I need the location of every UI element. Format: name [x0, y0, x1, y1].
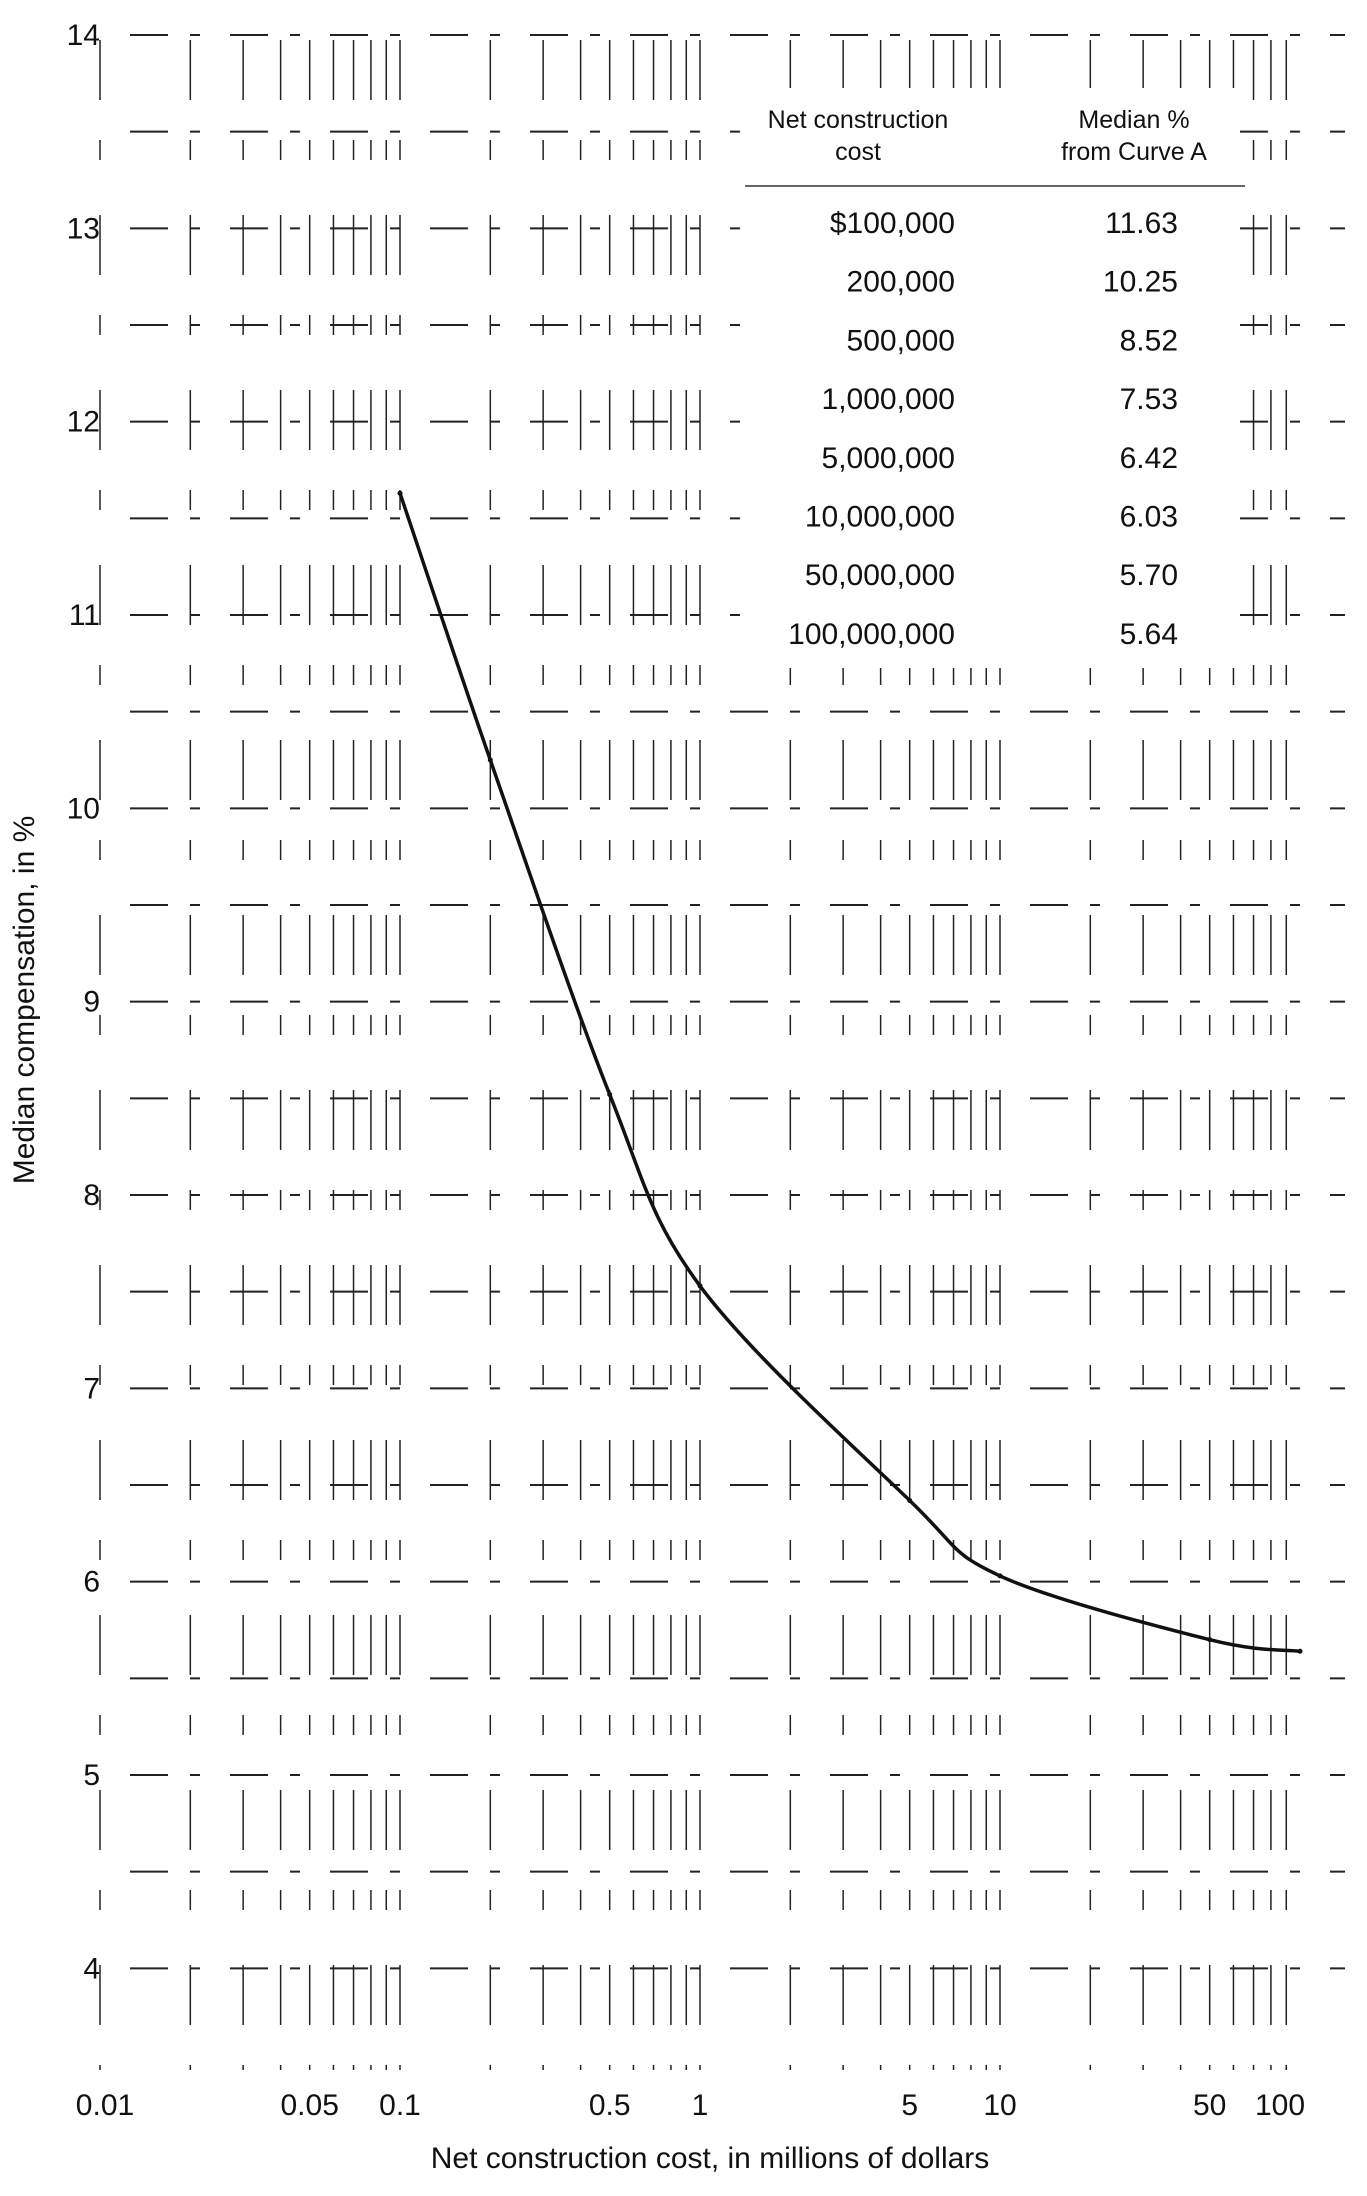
table-cell-cost: 200,000 — [847, 266, 955, 299]
y-tick-label: 12 — [67, 406, 100, 439]
y-axis-title: Median compensation, in % — [8, 816, 41, 1185]
table-cell-percent: 10.25 — [1103, 266, 1178, 299]
table-cell-cost: 10,000,000 — [805, 501, 955, 534]
y-tick-label: 10 — [67, 792, 100, 825]
y-tick-label: 14 — [67, 19, 100, 52]
y-tick-label: 8 — [83, 1179, 100, 1212]
grid — [99, 34, 1345, 2070]
y-tick-labels: 4 5 6 7 8 9 10 11 12 13 14 — [67, 19, 100, 1985]
table-header: cost — [835, 138, 881, 166]
data-point — [397, 490, 403, 496]
x-tick-label: 0.5 — [589, 2089, 631, 2122]
data-point — [997, 1573, 1003, 1579]
table-header: Median % — [1078, 106, 1189, 134]
table-cell-percent: 8.52 — [1120, 324, 1178, 357]
table-cell-percent: 5.64 — [1120, 618, 1178, 651]
table-background — [740, 88, 1240, 668]
data-point — [607, 1091, 613, 1097]
x-tick-label: 10 — [983, 2089, 1016, 2122]
table-cell-percent: 6.42 — [1120, 442, 1178, 475]
x-axis-title: Net construction cost, in millions of do… — [431, 2142, 990, 2175]
table-cell-percent: 5.70 — [1120, 559, 1178, 592]
y-tick-label: 5 — [83, 1759, 100, 1792]
data-point — [907, 1497, 913, 1503]
x-tick-label: 0.1 — [379, 2089, 421, 2122]
x-tick-label: 5 — [901, 2089, 918, 2122]
x-tick-label: 1 — [692, 2089, 709, 2122]
table-cell-cost: 100,000,000 — [788, 618, 955, 651]
table-cell-cost: 500,000 — [847, 324, 955, 357]
y-tick-label: 11 — [69, 599, 100, 632]
table-cell-percent: 6.03 — [1120, 501, 1178, 534]
x-tick-label: 100 — [1255, 2089, 1305, 2122]
table-cell-cost: $100,000 — [830, 207, 955, 240]
y-tick-label: 13 — [67, 212, 100, 245]
y-tick-label: 9 — [83, 986, 100, 1019]
median-curve — [397, 490, 1303, 1654]
x-tick-label: 0.01 — [76, 2089, 134, 2122]
x-tick-labels: 0.01 0.05 0.1 0.5 1 5 10 50 100 — [76, 2089, 1305, 2122]
table-cell-percent: 7.53 — [1120, 383, 1178, 416]
table-cell-percent: 11.63 — [1105, 207, 1178, 240]
y-tick-label: 7 — [83, 1372, 100, 1405]
data-point — [1207, 1637, 1213, 1643]
x-tick-label: 50 — [1193, 2089, 1226, 2122]
data-point — [487, 757, 493, 763]
data-point — [1297, 1648, 1303, 1654]
table-cell-cost: 50,000,000 — [805, 559, 955, 592]
table-cell-cost: 5,000,000 — [822, 442, 955, 475]
y-tick-label: 4 — [83, 1952, 100, 1985]
x-tick-label: 0.05 — [280, 2089, 338, 2122]
table-cell-cost: 1,000,000 — [822, 383, 955, 416]
data-point — [697, 1283, 703, 1289]
table-header: from Curve A — [1061, 138, 1207, 166]
y-tick-label: 6 — [83, 1566, 100, 1599]
data-table: Net construction cost Median % from Curve A… — [740, 88, 1245, 668]
table-header: Net construction — [768, 106, 949, 134]
